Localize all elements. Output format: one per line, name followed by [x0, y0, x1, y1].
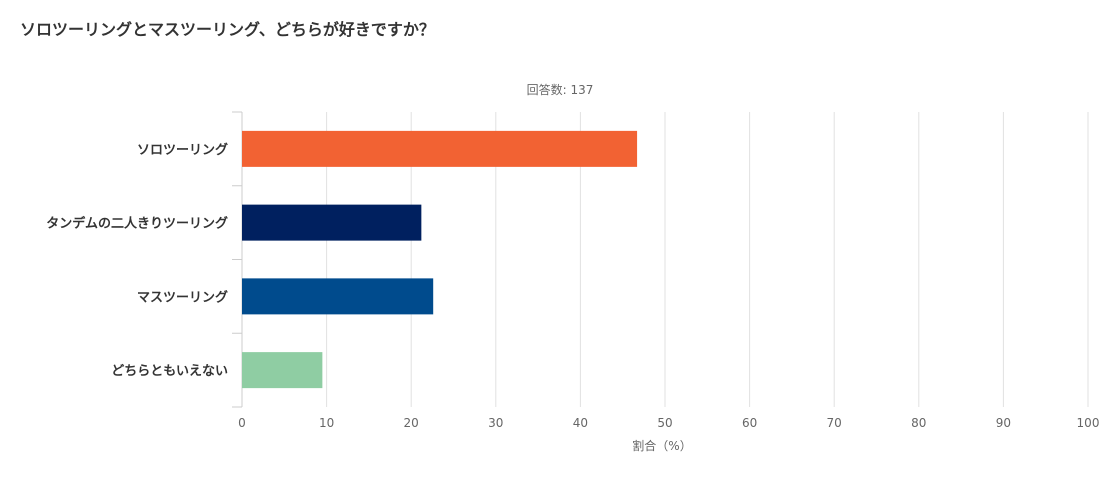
x-tick-label: 50	[657, 416, 672, 430]
x-tick-label: 30	[488, 416, 503, 430]
chart-title: ソロツーリングとマスツーリング、どちらが好きですか？	[20, 20, 435, 39]
bar-4	[242, 352, 323, 389]
bar-2	[242, 204, 422, 241]
category-label: タンデムの二人きりツーリング	[46, 216, 228, 232]
category-label: ソロツーリング	[137, 142, 228, 158]
category-label: マスツーリング	[137, 289, 228, 305]
x-tick-labels: 0 10 20 30 40 50 60 70 80 90 100	[238, 416, 1099, 430]
x-tick-label: 0	[238, 416, 246, 430]
bar-1	[242, 130, 638, 167]
category-label: どちらともいえない	[111, 364, 228, 379]
x-tick-label: 60	[742, 416, 757, 430]
x-axis-title: 割合（%）	[632, 438, 691, 453]
chart-subtitle: 回答数: 137	[527, 82, 594, 97]
bars	[242, 130, 638, 389]
x-tick-label: 40	[573, 416, 588, 430]
gridlines	[326, 112, 1089, 407]
bar-3	[242, 278, 434, 315]
axes	[232, 111, 243, 408]
x-tick-label: 20	[404, 416, 419, 430]
x-tick-label: 10	[319, 416, 334, 430]
x-tick-label: 100	[1077, 416, 1100, 430]
x-tick-label: 70	[827, 416, 842, 430]
x-tick-label: 90	[996, 416, 1011, 430]
x-tick-label: 80	[911, 416, 926, 430]
